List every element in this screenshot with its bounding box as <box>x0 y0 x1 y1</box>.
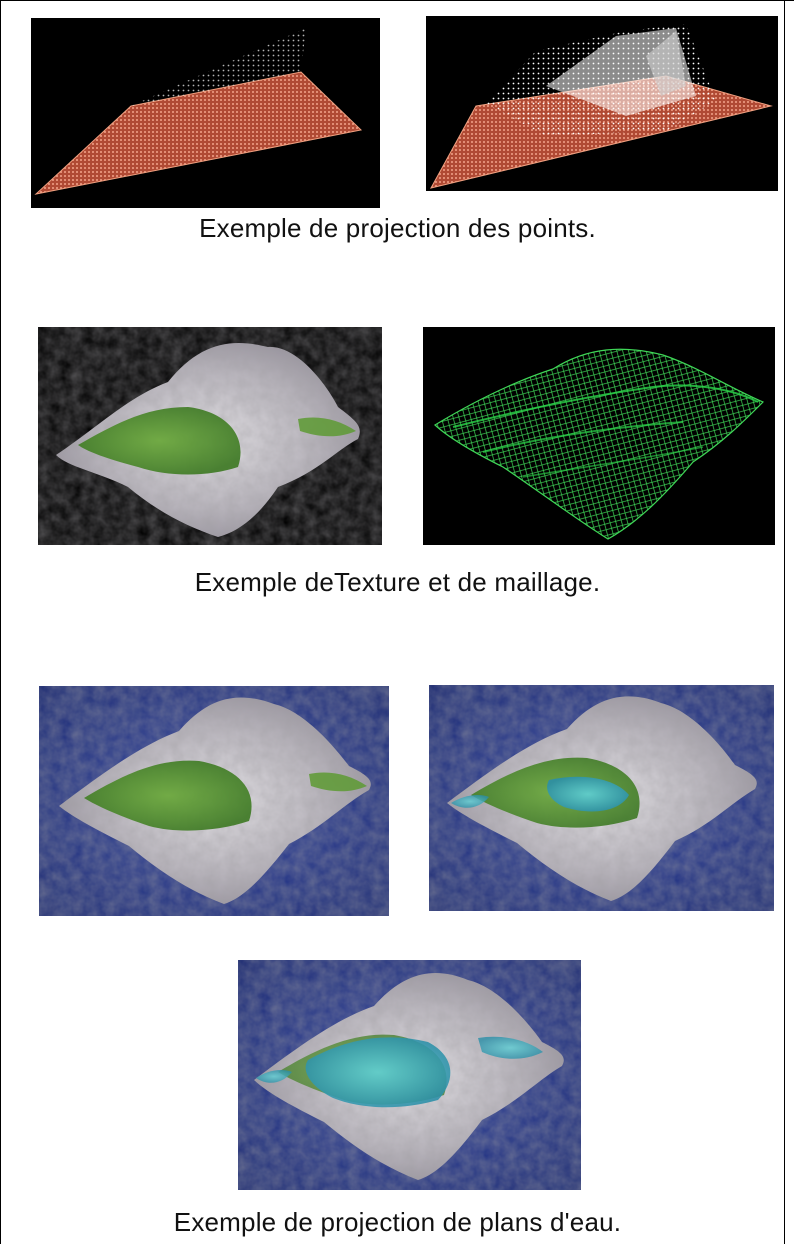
textured-terrain-image <box>38 327 382 545</box>
page-right-rule <box>784 0 785 1244</box>
caption-projection-points: Exemple de projection des points. <box>199 213 596 243</box>
terrain-ocean-water-3-image <box>238 960 581 1190</box>
wireframe-terrain-image <box>423 327 775 545</box>
terrain-ocean-1-image <box>39 686 389 916</box>
points-flat-plane-image <box>31 18 380 208</box>
points-projected-peak-image <box>426 16 778 191</box>
caption-texture-maillage: Exemple deTexture et de maillage. <box>194 567 601 597</box>
caption-plans-eau: Exemple de projection de plans d'eau. <box>173 1207 622 1237</box>
terrain-ocean-water-2-image <box>429 685 774 911</box>
